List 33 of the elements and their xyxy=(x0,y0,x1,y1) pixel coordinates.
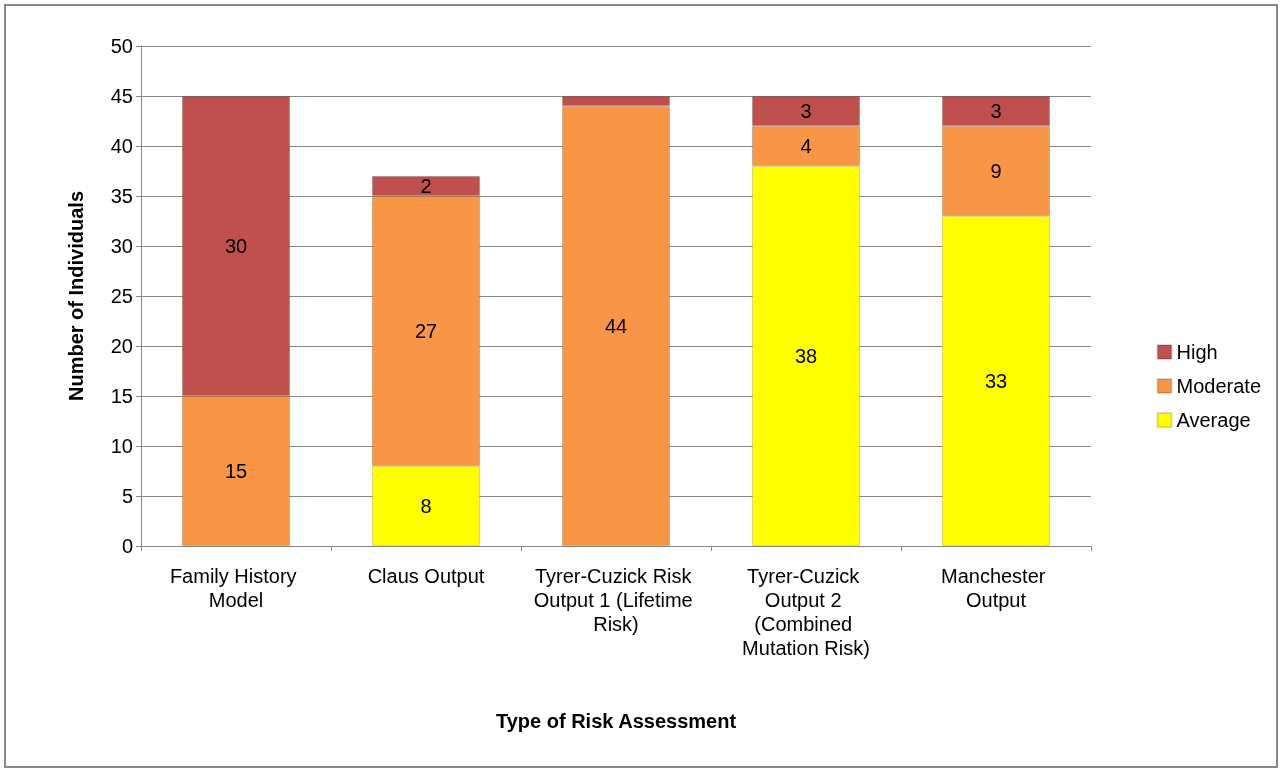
data-label: 30 xyxy=(224,235,248,257)
legend-label: High xyxy=(1176,341,1218,363)
y-axis-title: Number of Individuals xyxy=(65,190,87,402)
y-tick-label: 35 xyxy=(110,185,133,207)
legend-label: Moderate xyxy=(1176,375,1262,397)
y-tick-label: 40 xyxy=(110,135,133,157)
y-tick-label: 15 xyxy=(110,385,133,407)
data-label: 38 xyxy=(794,345,818,367)
data-label: 4 xyxy=(800,135,812,157)
data-label: 3 xyxy=(800,100,812,122)
y-tick-label: 10 xyxy=(110,435,133,457)
x-axis-title: Type of Risk Assessment xyxy=(495,710,737,732)
x-tick-label: Manchester Output xyxy=(940,565,1052,611)
legend-label: Average xyxy=(1176,409,1251,431)
data-label: 44 xyxy=(604,315,628,337)
y-tick-label: 5 xyxy=(121,485,133,507)
y-tick-label: 30 xyxy=(110,235,133,257)
data-label: 2 xyxy=(420,175,432,197)
y-tick-label: 25 xyxy=(110,285,133,307)
data-label: 9 xyxy=(990,160,1002,182)
data-label: 15 xyxy=(224,460,248,482)
y-tick-label: 20 xyxy=(110,335,133,357)
x-tick-label: Tyrer-Cuzick Output 2 (Combined Mutation Risk) xyxy=(742,565,870,659)
data-label: 33 xyxy=(984,370,1008,392)
x-tick-label: Tyrer-Cuzick Risk Output 1 (Lifetime Risk) xyxy=(533,565,699,635)
y-tick-label: 50 xyxy=(110,35,133,57)
x-tick-label: Claus Output xyxy=(367,565,485,587)
data-label: 3 xyxy=(990,100,1002,122)
x-tick-label: Family History Model xyxy=(169,565,303,611)
y-tick-label: 45 xyxy=(110,85,133,107)
data-label: 27 xyxy=(414,320,438,342)
y-tick-label: 0 xyxy=(121,535,133,557)
data-label: 8 xyxy=(420,495,432,517)
